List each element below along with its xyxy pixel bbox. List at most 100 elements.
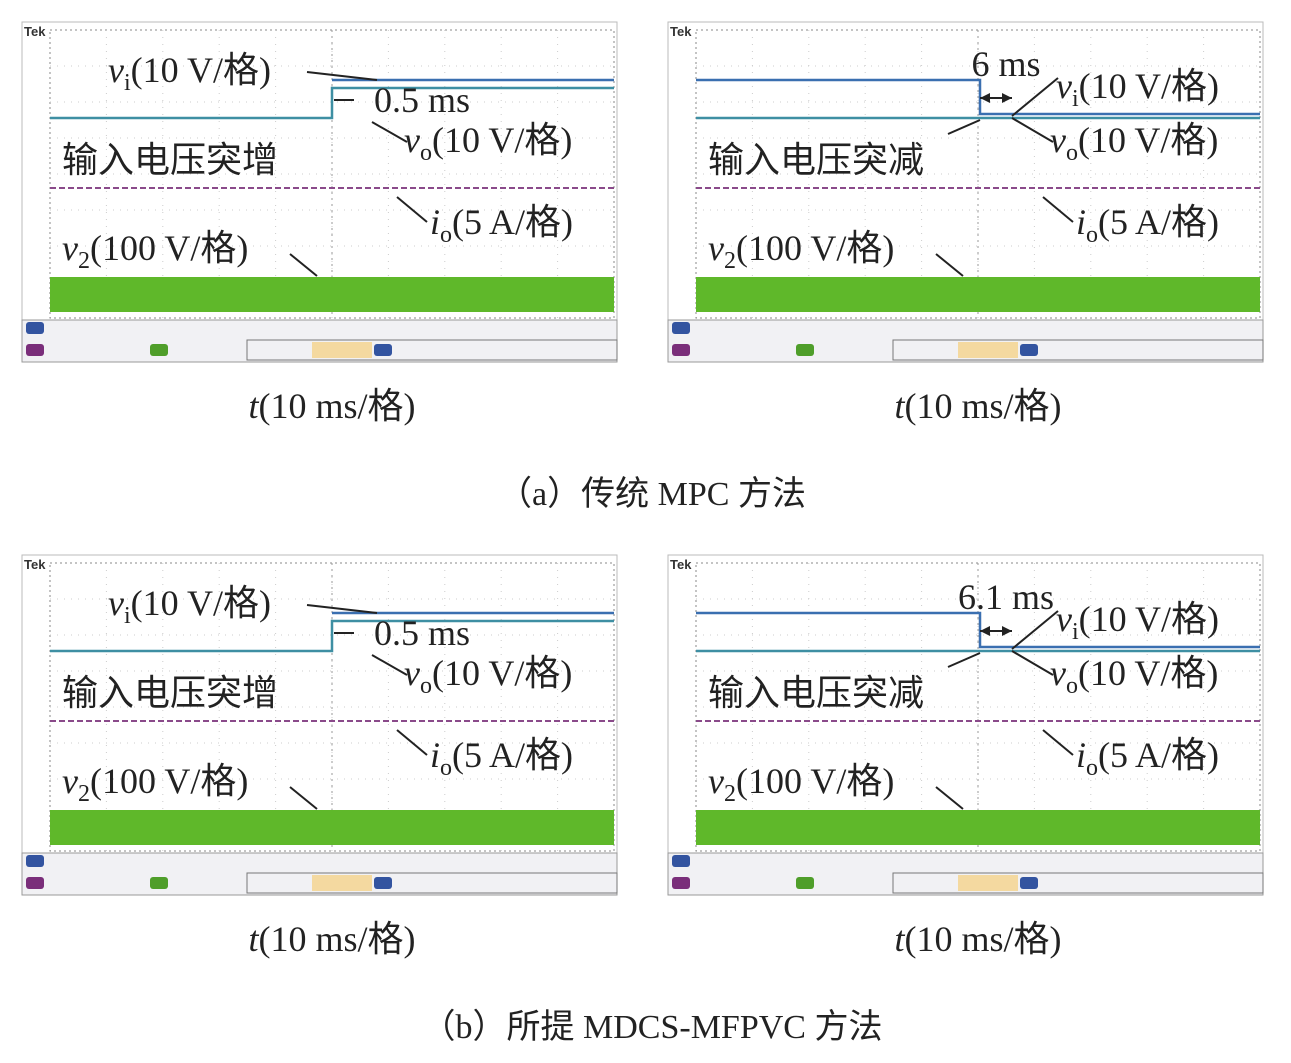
subscript: o: [440, 222, 452, 248]
status-icon: [150, 877, 168, 889]
symbol: v: [1056, 599, 1072, 639]
subscript: o: [1086, 222, 1098, 248]
x-axis-label: t(10 ms/格): [894, 919, 1061, 959]
status-field: [892, 339, 1264, 361]
vo-label: vo(10 V/格): [1050, 653, 1218, 699]
scope-brand: Tek: [670, 557, 692, 572]
delay-label: 0.5 ms: [374, 613, 470, 653]
io-label: io(5 A/格): [1076, 735, 1219, 781]
leader: [1042, 729, 1074, 756]
symbol: v: [62, 228, 78, 268]
status-icon: [26, 877, 44, 889]
leader: [306, 604, 378, 614]
symbol: v: [708, 761, 724, 801]
delay-label: 6 ms: [971, 44, 1040, 84]
delay-label: 6.1 ms: [958, 577, 1054, 617]
unit: (5 A/格): [1098, 202, 1219, 242]
unit: (5 A/格): [1098, 735, 1219, 775]
status-icon: [672, 322, 690, 334]
subscript: o: [1066, 673, 1078, 699]
status-field: [312, 875, 372, 891]
io-label: io(5 A/格): [430, 735, 573, 781]
io-label: io(5 A/格): [1076, 202, 1219, 248]
symbol: v: [1056, 66, 1072, 106]
unit: (10 V/格): [432, 653, 572, 693]
v2-trace: [696, 810, 1260, 845]
leader: [371, 654, 408, 676]
leader: [289, 786, 318, 810]
arrow-head: [1002, 93, 1012, 103]
status-icon: [374, 877, 392, 889]
unit: (100 V/格): [736, 228, 894, 268]
status-field: [246, 339, 618, 361]
v2-trace: [50, 810, 614, 845]
status-icon: [1020, 877, 1038, 889]
status-icon: [26, 344, 44, 356]
symbol: t: [894, 919, 905, 959]
arrow-head: [1002, 626, 1012, 636]
symbol: v: [62, 761, 78, 801]
symbol: v: [708, 228, 724, 268]
status-icon: [1020, 344, 1038, 356]
subscript: o: [1066, 140, 1078, 166]
symbol: v: [1050, 653, 1066, 693]
v2-trace: [50, 277, 614, 312]
leader: [947, 652, 981, 668]
status-icon: [150, 344, 168, 356]
vo-label: vo(10 V/格): [1050, 120, 1218, 166]
status-icon: [26, 855, 44, 867]
subscript: 2: [724, 781, 736, 807]
symbol: i: [1076, 202, 1086, 242]
subscript: i: [1072, 86, 1079, 112]
scope-brand: Tek: [670, 24, 692, 39]
leader: [396, 196, 428, 223]
symbol: v: [404, 120, 420, 160]
symbol: v: [404, 653, 420, 693]
status-icon: [796, 344, 814, 356]
unit: (10 V/格): [432, 120, 572, 160]
status-field: [892, 872, 1264, 894]
status-icon: [672, 855, 690, 867]
vi-label: vi(10 V/格): [1056, 66, 1219, 112]
leader: [935, 253, 964, 277]
unit: (100 V/格): [90, 228, 248, 268]
caption: （a）传统 MPC 方法: [498, 475, 806, 513]
symbol: v: [108, 583, 124, 623]
subscript: o: [1086, 755, 1098, 781]
subscript: i: [124, 603, 131, 629]
subscript: o: [440, 755, 452, 781]
vi-label: vi(10 V/格): [108, 50, 271, 96]
event-label: 输入电压突减: [708, 140, 924, 180]
event-label: 输入电压突增: [62, 673, 278, 713]
status-icon: [796, 877, 814, 889]
status-field: [958, 342, 1018, 358]
unit: (10 V/格): [1079, 599, 1219, 639]
subscript: i: [1072, 619, 1079, 645]
status-field: [958, 875, 1018, 891]
v2-label: v2(100 V/格): [708, 761, 894, 807]
arrow-head: [980, 626, 990, 636]
unit: (5 A/格): [452, 202, 573, 242]
subscript: o: [420, 140, 432, 166]
v2-label: v2(100 V/格): [708, 228, 894, 274]
leader: [1011, 650, 1054, 676]
scope-brand: Tek: [24, 557, 46, 572]
v2-trace: [696, 277, 1260, 312]
symbol: i: [430, 735, 440, 775]
unit: (10 ms/格): [259, 386, 416, 426]
leader: [947, 119, 981, 135]
v2-label: v2(100 V/格): [62, 228, 248, 274]
subscript: 2: [78, 781, 90, 807]
leader: [396, 729, 428, 756]
unit: (100 V/格): [736, 761, 894, 801]
v2-label: v2(100 V/格): [62, 761, 248, 807]
symbol: t: [248, 919, 259, 959]
vo-label: vo(10 V/格): [404, 120, 572, 166]
subscript: 2: [724, 248, 736, 274]
event-label: 输入电压突减: [708, 673, 924, 713]
symbol: i: [430, 202, 440, 242]
status-icon: [26, 322, 44, 334]
status-field: [246, 872, 618, 894]
